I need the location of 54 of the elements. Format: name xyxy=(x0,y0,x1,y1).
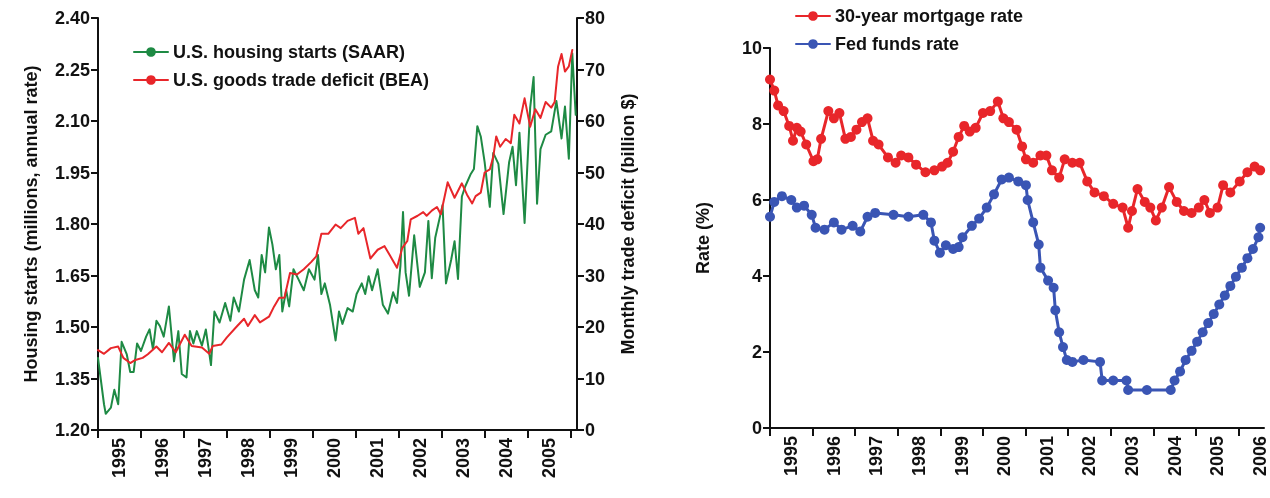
x-tick-label: 2003 xyxy=(453,438,474,479)
y2-tick-label: 50 xyxy=(585,162,606,183)
legend-label: U.S. housing starts (SAAR) xyxy=(173,42,406,62)
x-tick-label: 2006 xyxy=(1249,436,1270,477)
y-tick-label: 0 xyxy=(751,418,762,438)
x-tick-label: 2001 xyxy=(1036,436,1057,477)
y-tick-label: 4 xyxy=(751,266,762,286)
x-tick-label: 1998 xyxy=(238,438,259,479)
y2-axis-title: Monthly trade deficit (billion $) xyxy=(618,93,638,355)
x-tick-label: 1997 xyxy=(866,436,887,477)
y2-tick-label: 40 xyxy=(585,214,606,234)
y-tick-label: 1.50 xyxy=(54,317,90,337)
x-tick-label: 1999 xyxy=(281,438,302,479)
x-tick-label: 2001 xyxy=(367,438,388,479)
legend-label: U.S. goods trade deficit (BEA) xyxy=(173,70,430,90)
y-tick-label: 8 xyxy=(751,114,762,134)
x-tick-label: 2005 xyxy=(539,438,560,479)
y2-tick-label: 70 xyxy=(585,59,606,80)
y-tick-label: 2.25 xyxy=(54,59,90,80)
x-tick-label: 1997 xyxy=(195,438,216,479)
legend-label: Fed funds rate xyxy=(835,34,960,54)
y2-tick-label: 20 xyxy=(585,317,606,337)
y-tick-label: 10 xyxy=(741,38,762,58)
x-tick-label: 2002 xyxy=(1079,436,1100,477)
x-tick-label: 2003 xyxy=(1121,436,1142,477)
y-tick-label: 2.40 xyxy=(54,8,90,28)
x-tick-label: 1998 xyxy=(909,436,930,477)
x-tick-label: 1995 xyxy=(109,438,130,479)
y-tick-label: 2 xyxy=(751,342,762,362)
y-tick-label: 1.35 xyxy=(54,368,90,389)
y-tick-label: 6 xyxy=(751,190,762,210)
y-tick-label: 1.80 xyxy=(54,214,90,234)
y-axis-title: Housing starts (millions, annual rate) xyxy=(21,65,41,383)
y2-tick-label: 30 xyxy=(585,265,606,286)
x-tick-label: 2000 xyxy=(324,438,345,479)
x-tick-label: 2005 xyxy=(1207,436,1228,477)
x-tick-label: 2004 xyxy=(1164,436,1185,477)
x-tick-label: 1995 xyxy=(781,436,802,477)
x-tick-label: 1999 xyxy=(951,436,972,477)
x-tick-label: 2000 xyxy=(994,436,1015,477)
y-tick-label: 1.20 xyxy=(54,420,90,440)
x-tick-label: 1996 xyxy=(823,436,844,477)
x-tick-label: 2004 xyxy=(496,438,517,479)
y-tick-label: 1.65 xyxy=(54,265,90,286)
y2-tick-label: 60 xyxy=(585,111,606,131)
x-tick-label: 2002 xyxy=(410,438,431,479)
y2-tick-label: 10 xyxy=(585,368,606,389)
legend-label: 30-year mortgage rate xyxy=(835,6,1024,26)
y-tick-label: 2.10 xyxy=(54,111,90,131)
y-axis-title: Rate (%) xyxy=(693,201,713,275)
y2-tick-label: 80 xyxy=(585,8,606,28)
y2-tick-label: 0 xyxy=(585,420,596,440)
y-tick-label: 1.95 xyxy=(54,162,90,183)
x-tick-label: 1996 xyxy=(152,438,173,479)
